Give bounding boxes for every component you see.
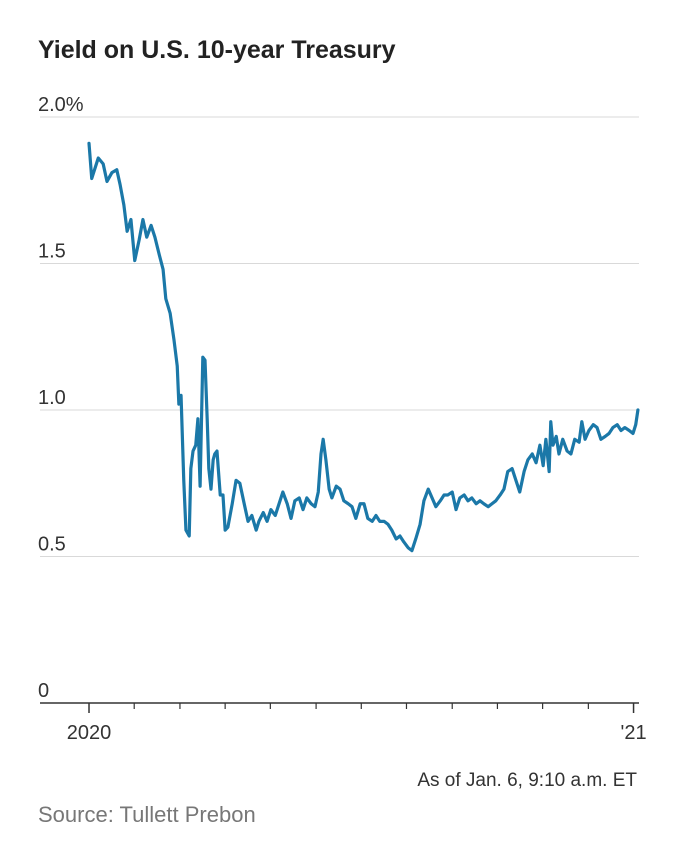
line xyxy=(87,141,640,553)
y-tick-label: 1.0 xyxy=(38,387,66,409)
note: As of Jan. 6, 9:10 a.m. ET xyxy=(417,770,637,791)
x-tick-label: '21 xyxy=(621,722,647,744)
y-tick-label: 0 xyxy=(38,680,49,702)
source: Source: Tullett Prebon xyxy=(38,802,256,827)
y-tick-label: 0.5 xyxy=(38,534,66,556)
x-tick-label: 2020 xyxy=(67,722,112,744)
chart-title: Yield on U.S. 10-year Treasury xyxy=(38,36,396,64)
y-tick-label: 1.5 xyxy=(38,241,66,263)
y-tick-label: 2.0% xyxy=(38,94,84,116)
